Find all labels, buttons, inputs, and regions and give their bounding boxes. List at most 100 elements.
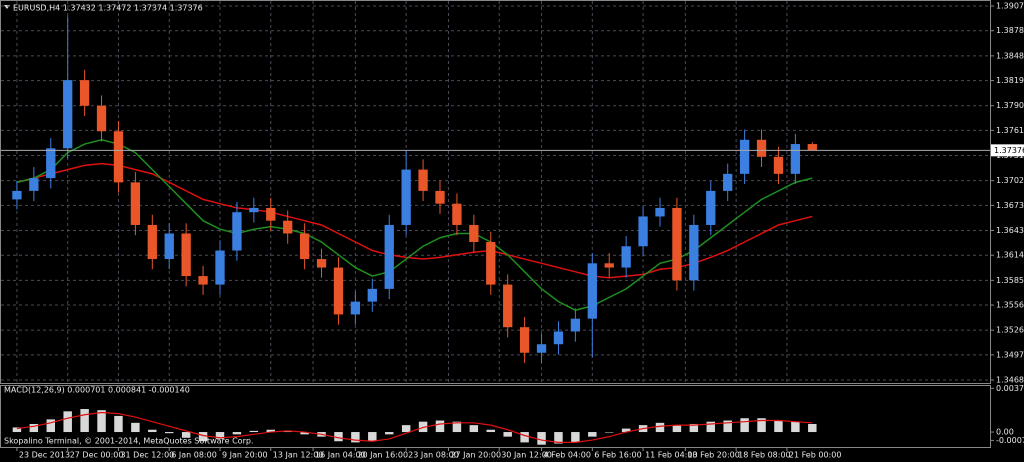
histogram-bar	[723, 420, 732, 433]
histogram-bar	[503, 432, 512, 437]
candle-body	[570, 318, 581, 332]
candle-body	[706, 190, 716, 225]
x-tick-label: 20 Jan 16:00	[357, 451, 408, 460]
x-tick-label: 23 Dec 2013	[19, 451, 70, 460]
last-price-label: 1.37376	[994, 146, 1024, 155]
x-tick-label: 6 Jan 08:00	[171, 451, 217, 460]
candle-body	[367, 288, 377, 302]
histogram-bar	[554, 432, 563, 444]
signal-line	[16, 411, 813, 443]
y-tick-label: -0.000726	[996, 436, 1024, 445]
histogram-bar	[791, 421, 800, 433]
candle-body	[198, 276, 208, 285]
footer: Skopalino Terminal, © 2001-2014, MetaQuo…	[4, 437, 253, 446]
candle-body	[672, 207, 682, 281]
histogram-bar	[215, 432, 225, 439]
y-tick-label: 0.00	[996, 428, 1014, 437]
candle-body	[299, 233, 310, 260]
candle-body	[790, 144, 801, 174]
candle-body	[79, 80, 90, 106]
candle-body	[96, 105, 107, 132]
histogram-bar	[80, 409, 89, 433]
candle-body	[181, 233, 191, 277]
y-tick-label: 1.38780	[996, 26, 1024, 35]
histogram-bar	[198, 432, 208, 442]
candle-body	[638, 216, 648, 247]
candle-body	[316, 259, 327, 268]
y-tick-label: 1.38485	[996, 51, 1024, 60]
y-tick-label: 1.36730	[996, 201, 1024, 210]
candle-body	[621, 246, 631, 268]
histogram-bar	[689, 423, 699, 433]
macd-title: MACD(12,26,9) 0.000701 0.000841 -0.00014…	[4, 386, 190, 395]
histogram-bar	[571, 432, 580, 443]
histogram-bar	[63, 411, 72, 433]
x-tick-label: 11 Feb 04:00	[645, 451, 697, 460]
histogram-bar	[452, 421, 462, 433]
histogram-bar	[131, 422, 140, 433]
candle-body	[113, 131, 124, 183]
histogram-bar	[435, 420, 445, 433]
candle-body	[486, 242, 496, 285]
histogram-bar	[97, 410, 106, 433]
histogram-bar	[114, 415, 123, 433]
candle-body	[418, 169, 428, 191]
candle-body	[773, 156, 784, 174]
x-tick-label: 13 Jan 12:00	[273, 451, 324, 460]
candle-body	[266, 207, 276, 221]
histogram-bar	[588, 432, 597, 437]
candle-body	[503, 284, 513, 328]
candle-body	[401, 169, 411, 225]
histogram-bar	[368, 432, 377, 442]
histogram-bar	[672, 425, 682, 433]
candle-body	[604, 263, 614, 268]
histogram-bar	[266, 429, 275, 433]
candle-body	[46, 148, 56, 179]
candle-body	[147, 224, 157, 260]
y-tick-label: 1.35850	[996, 276, 1024, 285]
candle-body	[536, 344, 547, 353]
x-tick-label: 9 Jan 20:00	[222, 451, 268, 460]
candle-body	[283, 220, 293, 234]
candle-body	[587, 263, 597, 319]
x-tick-label: 27 Jan 20:00	[450, 451, 501, 460]
histogram-bar	[351, 432, 360, 443]
histogram-bar	[300, 432, 309, 435]
x-tick-label: 27 Dec 00:00	[70, 451, 124, 460]
candle-body	[739, 139, 750, 174]
candle-body	[164, 233, 174, 260]
histogram-bar	[29, 423, 39, 433]
last-price-box	[991, 144, 1024, 157]
y-tick-label: 0.003799	[996, 384, 1024, 393]
histogram-bar	[520, 432, 529, 443]
y-tick-label: 1.37020	[996, 176, 1024, 185]
candle-body	[689, 224, 699, 281]
candle-body	[655, 207, 665, 217]
histogram-bar	[486, 429, 495, 433]
y-tick-label: 1.34680	[996, 376, 1024, 385]
candle-body	[130, 182, 141, 225]
macd-frame	[0, 385, 991, 448]
y-tick-label: 1.39070	[996, 2, 1024, 11]
x-tick-label: 18 Feb 08:00	[738, 451, 790, 460]
y-tick-label: 1.36435	[996, 226, 1024, 235]
x-tick-label: 13 Feb 20:00	[687, 451, 739, 460]
histogram-bar	[334, 432, 343, 442]
candle-body	[29, 178, 39, 191]
histogram-bar	[469, 425, 479, 433]
histogram-bar	[740, 418, 749, 433]
histogram-bar	[655, 422, 665, 433]
candle-body	[350, 301, 361, 315]
histogram-bar	[774, 420, 783, 433]
x-tick-label: 23 Jan 08:00	[408, 451, 459, 460]
y-tick-label: 1.35560	[996, 301, 1024, 310]
candle-body	[807, 144, 817, 151]
histogram-bar	[537, 432, 546, 445]
histogram-bar	[808, 423, 817, 433]
candle-body	[553, 331, 564, 345]
y-tick-label: 1.38195	[996, 76, 1024, 85]
histogram-bar	[621, 428, 631, 433]
histogram-bar	[249, 430, 259, 433]
x-tick-label: 16 Jan 04:00	[315, 451, 366, 460]
